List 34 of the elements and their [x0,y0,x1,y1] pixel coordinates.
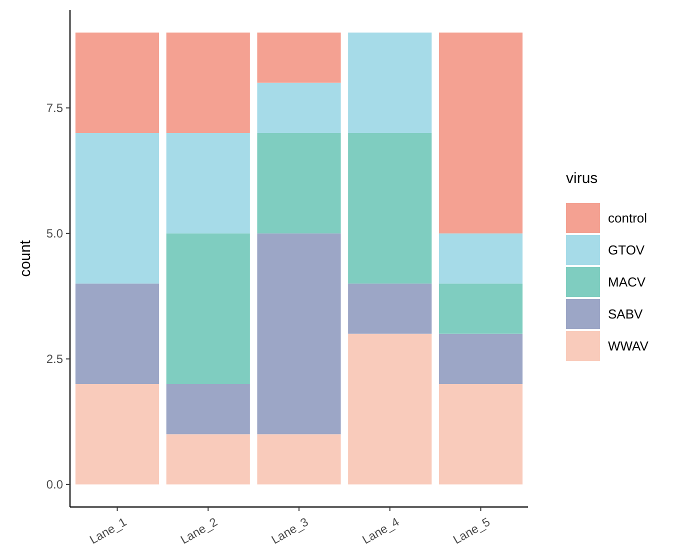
bar [75,284,160,384]
bar [257,82,341,133]
bar [438,384,523,484]
bar [75,132,160,284]
bar [166,434,250,484]
bar [348,284,432,334]
bar [257,132,341,234]
legend-label: SABV [608,306,644,322]
y-axis-title: count [17,239,34,277]
bar [348,32,432,133]
bar [348,334,432,484]
bar [75,384,160,484]
bar [257,32,341,83]
bar [438,284,523,334]
y-tick-label: 5.0 [46,226,64,241]
legend-label: control [608,210,648,226]
y-tick-label: 0.0 [46,478,64,492]
legend-title: virus [566,170,598,187]
bar [166,384,250,434]
y-tick-label: 2.5 [46,352,64,366]
legend-label: GTOV [608,242,645,258]
y-tick-label: 7.5 [46,101,64,116]
bar [438,334,523,384]
bar [166,32,250,133]
bar [257,233,341,434]
bar [438,32,523,234]
bar [166,132,250,234]
bar [75,32,160,133]
bar [348,132,432,284]
legend-label: WWAV [608,338,649,354]
bar [438,233,523,284]
bar [166,233,250,384]
bar [257,434,341,484]
legend-label: MACV [608,274,646,290]
